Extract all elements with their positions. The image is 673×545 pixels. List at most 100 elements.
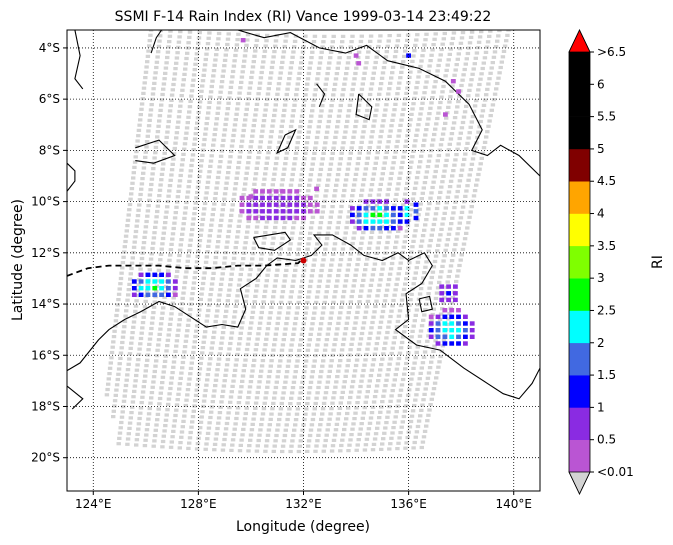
- swath-cell: [248, 81, 253, 85]
- swath-cell: [423, 223, 428, 227]
- coastline: [74, 30, 84, 90]
- swath-cell: [131, 325, 136, 329]
- swath-cell: [234, 358, 239, 362]
- swath-cell: [158, 183, 163, 187]
- swath-cell: [359, 87, 365, 91]
- swath-cell: [334, 332, 339, 336]
- swath-cell: [317, 173, 323, 177]
- swath-cell: [445, 63, 450, 67]
- swath-cell: [179, 371, 184, 375]
- swath-cell: [410, 59, 415, 63]
- swath-cell: [155, 412, 161, 416]
- swath-cell: [345, 61, 351, 65]
- swath-cell: [207, 170, 212, 174]
- swath-cell: [273, 39, 279, 43]
- swath-cell: [294, 311, 300, 315]
- swath-cell: [401, 155, 406, 159]
- swath-cell: [165, 199, 171, 204]
- swath-cell: [322, 88, 328, 92]
- swath-cell: [296, 135, 301, 139]
- swath-cell: [211, 143, 216, 147]
- rain-cell: [404, 206, 410, 211]
- rain-cell: [391, 226, 396, 231]
- swath-cell: [145, 60, 150, 64]
- swath-cell: [339, 348, 345, 352]
- swath-cell: [394, 325, 400, 329]
- rain-cell: [370, 219, 376, 224]
- swath-cell: [257, 433, 262, 437]
- swath-cell: [365, 108, 370, 113]
- swath-cell: [216, 421, 221, 425]
- swath-cell: [359, 140, 364, 144]
- swath-cell: [146, 348, 151, 352]
- swath-cell: [402, 409, 408, 413]
- swath-cell: [363, 310, 369, 314]
- swath-cell: [205, 180, 211, 184]
- swath-cell: [431, 222, 437, 227]
- swath-cell: [209, 287, 214, 291]
- swath-cell: [276, 258, 282, 262]
- swath-cell: [256, 214, 261, 218]
- swath-cell: [359, 331, 365, 336]
- swath-cell: [306, 71, 312, 76]
- swath-cell: [279, 183, 285, 187]
- swath-cell: [145, 422, 150, 426]
- swath-cell: [186, 382, 191, 386]
- swath-cell: [335, 226, 340, 230]
- rain-cell: [435, 314, 441, 319]
- swath-cell: [442, 254, 447, 258]
- swath-cell: [435, 159, 440, 163]
- swath-cell: [404, 229, 410, 233]
- swath-cell: [427, 408, 432, 412]
- swath-cell: [122, 250, 127, 254]
- swath-cell: [147, 342, 152, 346]
- swath-cell: [116, 372, 121, 376]
- swath-cell: [396, 182, 401, 186]
- swath-cell: [152, 434, 158, 438]
- x-tick-label: 128°E: [180, 497, 217, 511]
- swath-cell: [140, 321, 146, 325]
- swath-cell: [421, 144, 426, 148]
- swath-cell: [120, 340, 125, 345]
- swath-cell: [273, 439, 278, 443]
- swath-cell: [410, 245, 415, 249]
- swath-cell: [226, 293, 231, 297]
- swath-cell: [288, 242, 293, 246]
- swath-cell: [374, 55, 379, 59]
- swath-cell: [118, 356, 123, 360]
- swath-cell: [123, 234, 129, 238]
- swath-cell: [342, 135, 347, 139]
- swath-cell: [181, 355, 186, 359]
- swath-cell: [321, 151, 326, 155]
- swath-cell: [330, 40, 335, 44]
- swath-cell: [433, 254, 439, 258]
- swath-cell: [387, 182, 392, 186]
- swath-cell: [429, 191, 434, 195]
- swath-cell: [319, 316, 325, 320]
- swath-cell: [352, 130, 357, 134]
- swath-cell: [213, 437, 219, 441]
- swath-cell: [201, 399, 207, 403]
- rain-cell: [131, 279, 137, 284]
- swath-cell: [395, 92, 400, 96]
- swath-cell: [273, 44, 278, 48]
- swath-cell: [369, 326, 374, 330]
- swath-cell: [153, 428, 158, 432]
- swath-cell: [344, 321, 350, 325]
- swath-cell: [378, 410, 383, 414]
- rain-cell: [428, 314, 434, 319]
- swath-cell: [256, 156, 261, 160]
- swath-cell: [300, 221, 306, 225]
- swath-cell: [358, 146, 363, 150]
- swath-cell: [280, 236, 285, 240]
- swath-cell: [272, 172, 277, 176]
- swath-cell: [126, 293, 131, 297]
- swath-cell: [417, 334, 423, 338]
- swath-cell: [234, 112, 239, 116]
- swath-cell: [215, 368, 220, 372]
- swath-cell: [190, 153, 196, 157]
- swath-cell: [314, 194, 319, 198]
- swath-cell: [418, 160, 423, 164]
- swath-cell: [114, 383, 120, 387]
- swath-cell: [257, 268, 262, 272]
